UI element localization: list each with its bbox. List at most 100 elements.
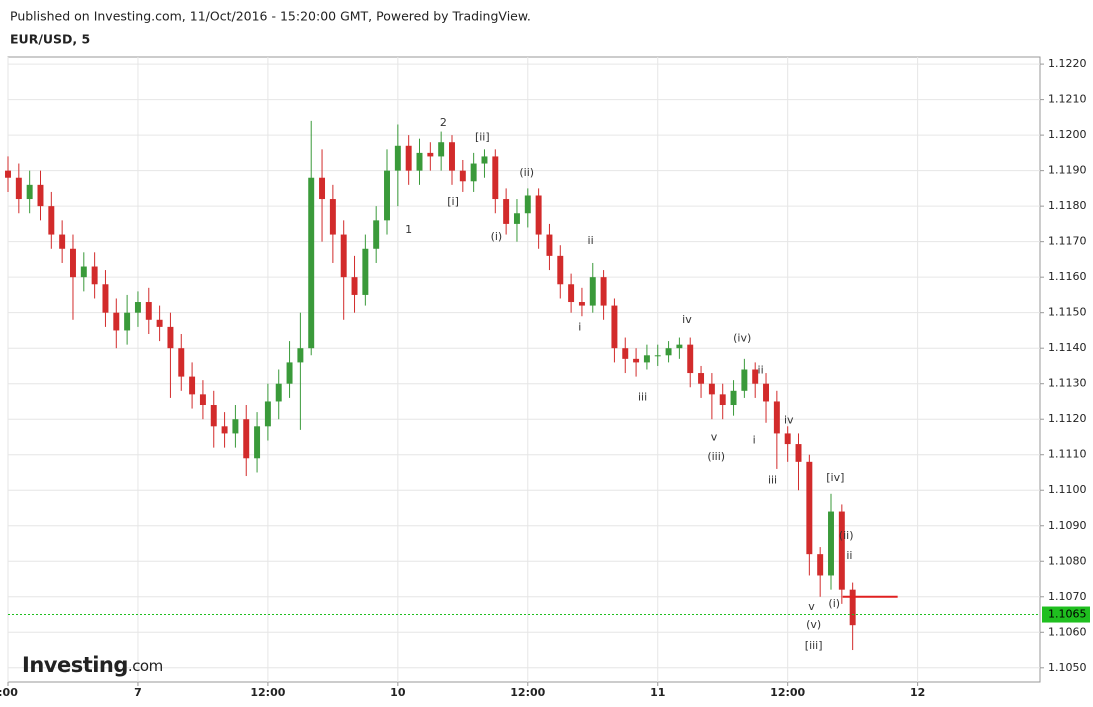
candle-body (687, 344, 694, 374)
wave-label: ii (846, 549, 852, 562)
candle-body (730, 390, 737, 406)
wave-label: iii (768, 473, 777, 486)
wave-label: v (711, 430, 718, 443)
candle-body (264, 401, 271, 427)
candle-body (286, 362, 293, 384)
wave-label: iii (638, 391, 647, 404)
candle-body (210, 405, 217, 427)
wave-label: i (753, 434, 756, 447)
wave-label: (ii) (839, 529, 854, 542)
candle-body (654, 355, 661, 357)
x-tick-label: 12:00 (250, 686, 285, 699)
candle-body (221, 426, 228, 434)
y-tick-label: 1.1190 (1048, 164, 1087, 177)
candle-body (178, 348, 185, 377)
x-tick-label: 12:00 (770, 686, 805, 699)
candle-body (633, 358, 640, 363)
candle-body (665, 348, 672, 356)
wave-label: [iii] (805, 639, 823, 652)
wave-label: (i) (491, 230, 503, 243)
candle-body (849, 589, 856, 626)
published-note: Published on Investing.com, 11/Oct/2016 … (10, 9, 531, 24)
wave-label: (iv) (733, 332, 751, 345)
candle-body (340, 234, 347, 278)
candle-body (156, 319, 163, 327)
candle-body (752, 369, 759, 384)
candle-body (622, 348, 629, 359)
candle-body (351, 277, 358, 295)
y-tick-label: 1.1070 (1048, 590, 1087, 603)
candle-body (80, 266, 87, 278)
candle-body (763, 383, 770, 402)
candle-body (449, 142, 455, 171)
wave-label: (iii) (707, 450, 725, 463)
wave-label: [i] (447, 195, 459, 208)
candle-body (698, 373, 705, 384)
candle-body (481, 156, 488, 164)
candle-body (69, 248, 76, 278)
candle-body (329, 199, 336, 235)
candle-body (470, 163, 477, 182)
y-tick-label: 1.1060 (1048, 625, 1087, 638)
y-tick-label: 1.1080 (1048, 554, 1087, 567)
wave-label: 2 (440, 116, 447, 129)
candle-body (741, 369, 748, 391)
candle-body (806, 461, 813, 555)
y-tick-label: 1.1150 (1048, 306, 1087, 319)
logo: Investing.com (22, 653, 163, 677)
y-tick-label: 1.1210 (1048, 93, 1087, 106)
candle-body (708, 383, 715, 395)
y-tick-label: 1.1160 (1048, 270, 1087, 283)
candle-body (611, 305, 618, 349)
candle-body (405, 145, 412, 171)
candle-body (384, 170, 390, 221)
candle-body (676, 344, 683, 349)
candle-body (513, 213, 520, 224)
candle-body (134, 302, 141, 313)
wave-label: [ii] (475, 130, 490, 143)
wave-label: 1 (405, 223, 412, 236)
wave-label: [iv] (826, 471, 844, 484)
candle-body (254, 426, 261, 459)
candle-body (189, 376, 196, 395)
y-tick-label: 1.1180 (1048, 199, 1087, 212)
candle-body (362, 248, 369, 295)
candle-body (568, 284, 575, 303)
candle-body (199, 394, 206, 406)
candle-body (427, 152, 434, 157)
candle-body (124, 312, 131, 331)
candle-body (719, 394, 726, 406)
last-price-box (1042, 606, 1090, 623)
candle-body (492, 156, 499, 200)
candle-body (297, 348, 304, 363)
candle-body (600, 277, 607, 306)
candle-body (503, 199, 510, 224)
candle-body (524, 195, 531, 214)
y-tick-label: 1.1100 (1048, 483, 1087, 496)
wave-label: ii (588, 234, 594, 247)
candle-body (26, 184, 33, 200)
x-tick-label: 11 (650, 686, 665, 699)
candle-body (373, 220, 380, 249)
candle-body (546, 234, 553, 256)
candle-body (589, 277, 596, 306)
candle-body (275, 383, 282, 402)
plot-frame (7, 56, 1041, 683)
y-tick-label: 1.1120 (1048, 412, 1087, 425)
candle-body (102, 284, 109, 313)
y-tick-label: 1.1090 (1048, 519, 1087, 532)
y-tick-label: 1.1110 (1048, 448, 1087, 461)
y-tick-label: 1.1050 (1048, 661, 1087, 674)
candle-body (795, 444, 802, 462)
candle-body (535, 195, 542, 235)
candle-body (643, 355, 650, 363)
candle-body (828, 511, 834, 576)
candle-body (459, 170, 466, 182)
grid (7, 57, 1040, 682)
candle-body (5, 170, 11, 178)
candle-body (578, 302, 585, 306)
chart-title: EUR/USD, 5 (10, 32, 90, 47)
wave-label: v (808, 600, 815, 613)
candle-body (773, 401, 780, 434)
